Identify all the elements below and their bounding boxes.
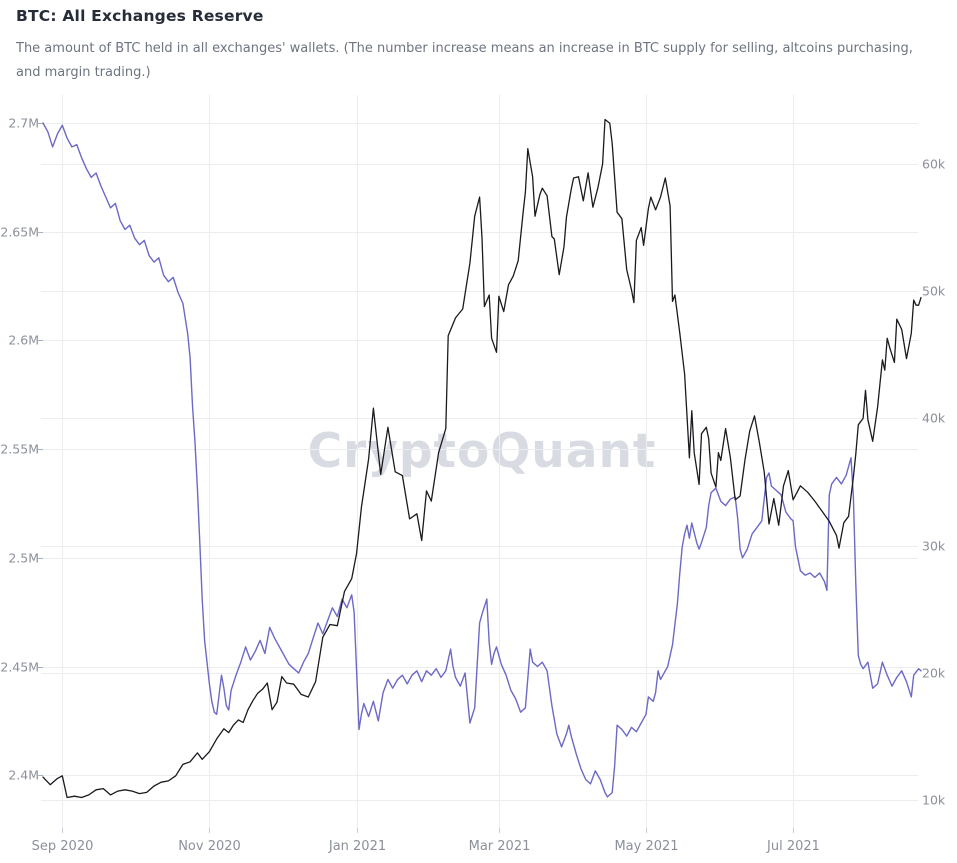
x-axis-label: Sep 2020	[32, 839, 94, 854]
left-axis-label: 2.45M	[0, 660, 39, 675]
chart-subtitle: The amount of BTC held in all exchanges'…	[16, 41, 913, 80]
page-title: BTC: All Exchanges Reserve	[16, 7, 264, 25]
x-axis-label: Nov 2020	[178, 839, 241, 854]
left-axis-label: 2.5M	[8, 551, 39, 566]
left-axis-label: 2.7M	[8, 116, 39, 131]
right-axis-label: 40k	[922, 411, 946, 426]
right-axis-label: 10k	[922, 793, 946, 808]
left-axis-label: 2.4M	[8, 768, 39, 783]
right-axis-label: 60k	[922, 157, 946, 172]
left-axis-label: 2.6M	[8, 333, 39, 348]
left-axis-label: 2.55M	[0, 442, 39, 457]
x-axis-label: Jan 2021	[328, 839, 386, 854]
right-axis-label: 20k	[922, 666, 946, 681]
reserve-line[interactable]	[42, 122, 922, 798]
x-axis-label: May 2021	[614, 839, 678, 854]
x-axis-label: Jul 2021	[766, 839, 820, 854]
right-axis-label: 50k	[922, 284, 946, 299]
right-axis-label: 30k	[922, 539, 946, 554]
price-line[interactable]	[42, 118, 922, 799]
x-axis-label: Mar 2021	[469, 839, 531, 854]
left-axis-label: 2.65M	[0, 225, 39, 240]
